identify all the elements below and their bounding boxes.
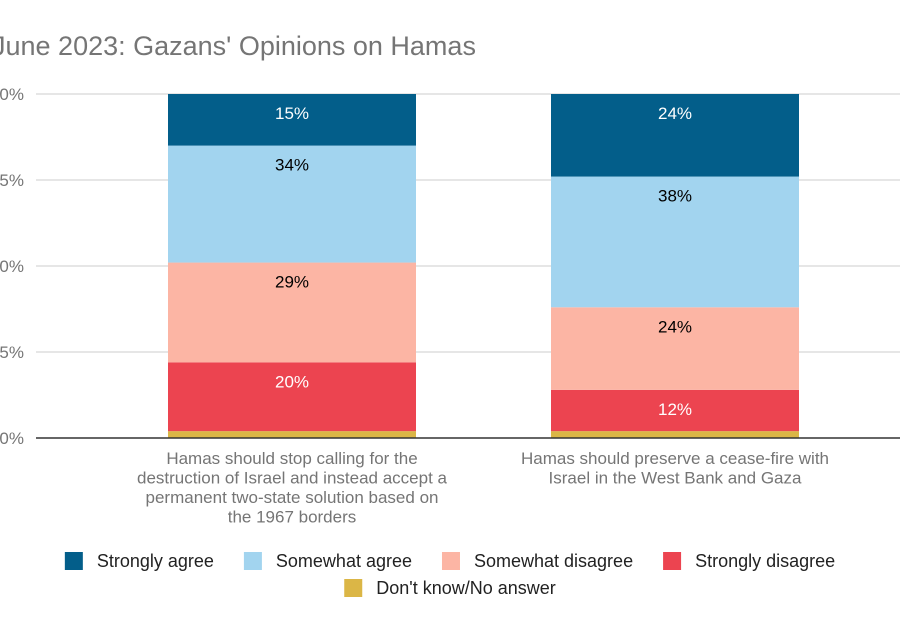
category-label: permanent two-state solution based on (146, 488, 439, 507)
bar-segment (551, 94, 799, 177)
legend-label: Somewhat agree (276, 551, 412, 571)
category-label: destruction of Israel and instead accept… (137, 469, 448, 488)
bar-segment (168, 431, 416, 438)
y-tick-label: 100% (0, 85, 24, 104)
legend-label: Strongly agree (97, 551, 214, 571)
data-label: 29% (275, 273, 309, 292)
legend: Strongly agree Somewhat agree Somewhat dis… (64, 551, 835, 598)
data-label: 38% (658, 187, 692, 206)
legend-swatch (64, 552, 83, 570)
data-label: 24% (658, 317, 692, 336)
data-label: 34% (275, 156, 309, 175)
category-label: Hamas should stop calling for the (166, 449, 417, 468)
category-label: Israel in the West Bank and Gaza (549, 469, 802, 488)
y-tick-label: 0% (0, 429, 24, 448)
y-tick-label: 50% (0, 257, 24, 276)
y-axis-ticks: 0% 25% 50% 75% 100% (0, 85, 24, 448)
legend-swatch (441, 552, 460, 570)
category-label: Hamas should preserve a cease-fire with (521, 449, 829, 468)
category-labels: Hamas should stop calling for thedestruc… (137, 449, 829, 527)
bar-segment (168, 94, 416, 146)
bar-segment (551, 431, 799, 438)
legend-swatch (663, 552, 682, 570)
data-label: 20% (275, 372, 309, 391)
legend-label: Don't know/No answer (376, 578, 556, 598)
legend-label: Somewhat disagree (474, 551, 633, 571)
legend-swatch (243, 552, 262, 570)
bar-segment (168, 262, 416, 363)
y-tick-label: 75% (0, 171, 24, 190)
bars (168, 94, 799, 438)
data-label: 24% (658, 104, 692, 123)
bar-segment (551, 307, 799, 390)
y-tick-label: 25% (0, 343, 24, 362)
data-label: 15% (275, 104, 309, 123)
category-label: the 1967 borders (228, 508, 357, 527)
bar-segment (551, 389, 799, 432)
legend-label: Strongly disagree (695, 551, 835, 571)
data-labels: 20% 29% 34% 15% 12% 24% 38% 24% (275, 104, 692, 419)
data-label: 12% (658, 400, 692, 419)
bar-segment (168, 145, 416, 263)
bar-segment (551, 176, 799, 308)
bar-segment (168, 362, 416, 432)
chart-title: June 2023: Gazans' Opinions on Hamas (0, 31, 476, 61)
legend-swatch (344, 579, 363, 597)
